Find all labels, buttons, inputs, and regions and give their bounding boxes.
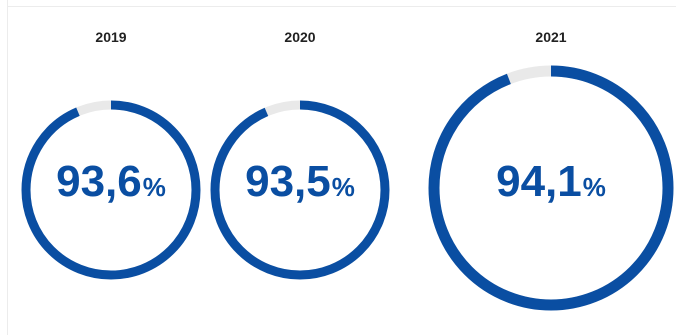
value-number: 94,1 xyxy=(496,157,582,206)
value-label: 93,5% xyxy=(245,157,355,206)
percent-sign: % xyxy=(143,172,166,202)
donut-value-arc xyxy=(21,100,201,280)
donut-2021: 2021 94,1% xyxy=(428,29,674,311)
value-number: 93,6 xyxy=(56,157,142,206)
value-number: 93,5 xyxy=(245,157,331,206)
value-label: 94,1% xyxy=(496,157,606,206)
frame-top-border xyxy=(7,6,676,7)
donut-value-arc xyxy=(210,100,390,280)
year-label: 2019 xyxy=(95,29,126,45)
donut-2019: 2019 93,6% xyxy=(21,29,201,280)
percent-sign: % xyxy=(332,172,355,202)
percent-sign: % xyxy=(583,172,606,202)
value-label: 93,6% xyxy=(56,157,166,206)
donut-value-arc xyxy=(428,65,674,311)
year-label: 2020 xyxy=(284,29,315,45)
frame-left-border xyxy=(7,0,8,335)
donut-2020: 2020 93,5% xyxy=(210,29,390,280)
year-label: 2021 xyxy=(535,29,566,45)
